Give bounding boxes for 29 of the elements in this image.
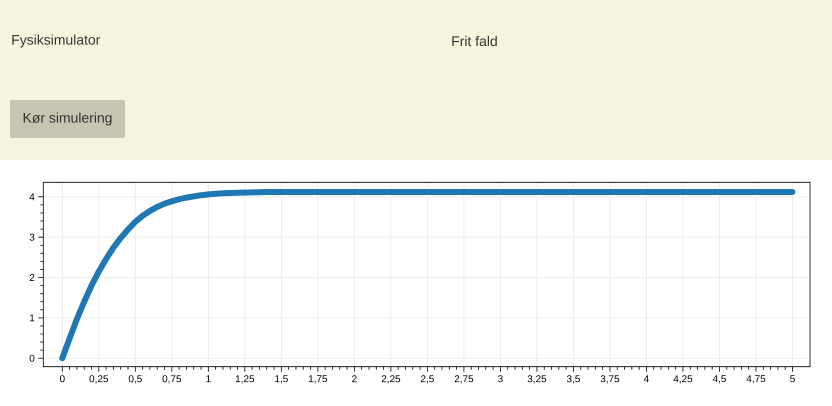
- x-tick-label: 2,75: [454, 375, 474, 384]
- text: Kør simulering: [24, 112, 112, 126]
- y-tick-label: 3: [30, 234, 34, 241]
- y-tick-label: 4: [29, 193, 34, 200]
- y-tick-label: 1: [30, 314, 34, 322]
- x-tick-label: 3: [498, 375, 503, 382]
- y-tick-label: 2: [30, 274, 34, 282]
- x-tick-label: 3,75: [600, 375, 620, 384]
- x-tick-label: 1,5: [275, 375, 288, 384]
- x-tick-label: 0,5: [128, 375, 142, 384]
- chart-title: Fysiksimulator: [12, 34, 100, 48]
- x-tick-label: 5: [790, 375, 795, 382]
- x-tick-label: 2: [352, 375, 357, 382]
- x-tick-label: 1,25: [236, 375, 254, 384]
- y-tick-label: 0: [30, 354, 34, 362]
- x-tick-label: 2,25: [382, 375, 400, 384]
- x-tick-label: 2,5: [420, 375, 434, 384]
- x-tick-label: 0: [60, 375, 65, 382]
- x-tick-label: 4,5: [712, 375, 726, 384]
- x-tick-label: 4,75: [746, 375, 766, 384]
- x-tick-label: 1,75: [308, 375, 328, 384]
- x-tick-label: 3,5: [566, 375, 580, 384]
- x-tick-label: 4,25: [674, 375, 692, 384]
- x-tick-label: 0,75: [162, 375, 182, 384]
- x-tick-label: 1: [206, 375, 211, 382]
- x-tick-label: 0,25: [89, 375, 108, 384]
- chart-subtitle: Frit fald: [452, 36, 497, 46]
- x-tick-label: 4: [644, 375, 649, 382]
- x-tick-label: 3,25: [528, 375, 546, 384]
